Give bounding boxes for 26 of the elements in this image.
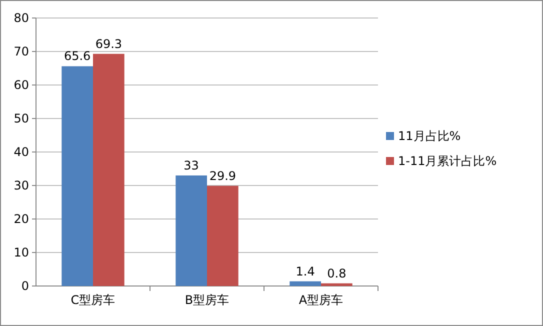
legend-label: 1-11月累计占比%: [398, 154, 497, 168]
data-label: 29.9: [209, 168, 236, 183]
data-label: 69.3: [95, 36, 122, 51]
bar: [321, 283, 352, 286]
y-tick-label: 0: [21, 279, 29, 293]
bar: [290, 281, 321, 286]
bar: [62, 66, 93, 286]
data-label: 33: [184, 158, 199, 172]
legend-label: 11月占比%: [398, 129, 461, 143]
data-label: 1.4: [296, 264, 315, 278]
data-label: 0.8: [327, 266, 346, 280]
data-label: 65.6: [64, 49, 91, 64]
y-tick-label: 50: [14, 112, 29, 126]
y-tick-label: 80: [14, 11, 29, 25]
y-tick-label: 60: [14, 78, 29, 92]
bar: [207, 186, 238, 286]
x-tick-label: C型房车: [70, 293, 116, 307]
y-tick-label: 10: [14, 246, 29, 260]
x-tick-label: A型房车: [298, 293, 344, 307]
y-tick-label: 70: [14, 44, 29, 58]
x-tick-label: B型房车: [184, 293, 230, 307]
y-tick-label: 40: [14, 145, 29, 159]
y-tick-label: 30: [14, 178, 29, 192]
bar: [93, 54, 124, 286]
y-tick-label: 20: [14, 212, 29, 226]
bar: [176, 175, 207, 286]
